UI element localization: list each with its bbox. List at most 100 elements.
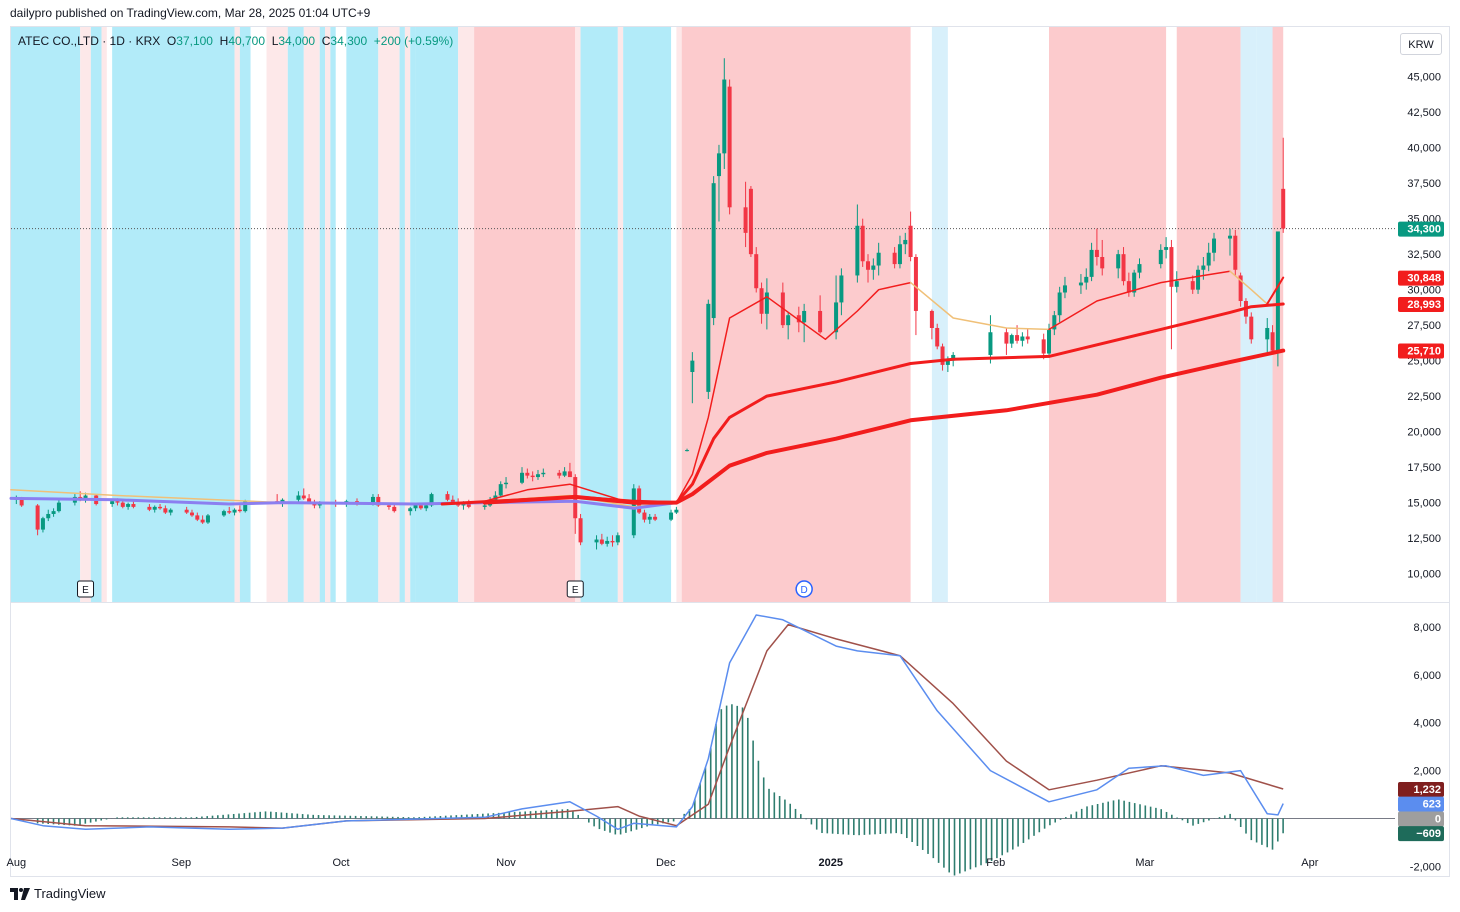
background-zone-16 (404, 27, 411, 602)
candle-body (535, 474, 540, 478)
background-zone-15 (399, 27, 405, 602)
price-tick-label: 25,000 (1407, 356, 1441, 368)
background-zone-30 (1240, 27, 1257, 602)
legend-symbol: ATEC CO.,LTD · 1D · KRX (18, 34, 161, 48)
currency-button[interactable]: KRW (1400, 33, 1442, 55)
candle-body (988, 332, 993, 355)
candle-body (168, 509, 173, 513)
candle-body (892, 252, 897, 265)
candle-body (599, 539, 604, 544)
candle-body (83, 495, 88, 500)
price-tick-label: 10,000 (1407, 569, 1441, 581)
candle-body (1116, 254, 1121, 269)
publisher-line: dailypro published on TradingView.com, M… (10, 6, 371, 20)
legend-change: +200 (+0.59%) (373, 34, 454, 48)
candle-body (929, 310, 934, 328)
candle-body (903, 239, 908, 245)
candle-body (913, 257, 918, 311)
candle-body (131, 504, 136, 507)
candle-body (205, 515, 210, 523)
macd-value-label: 623 (1423, 799, 1441, 811)
legend-high-label: H (219, 34, 229, 48)
candle-body (110, 501, 115, 505)
candle-body (541, 472, 546, 475)
candle-body (1164, 247, 1169, 250)
candle-body (1041, 339, 1046, 354)
macd-tick-label: 8,000 (1413, 622, 1441, 634)
candle-body (445, 494, 450, 500)
moving-average-line (1266, 276, 1285, 305)
candle-body (1227, 235, 1232, 239)
candle-body (35, 505, 40, 530)
candle-body (748, 188, 753, 255)
background-zone-5 (234, 27, 240, 602)
moving-average-line (909, 281, 1050, 331)
tradingview-brand[interactable]: TradingView (10, 886, 106, 901)
legend-open-value: 37,100 (176, 34, 213, 48)
candle-body (839, 275, 844, 303)
price-tick-label: 15,000 (1407, 498, 1441, 510)
candle-body (1281, 188, 1286, 229)
candle-body (669, 512, 674, 520)
candle-body (1132, 272, 1137, 293)
candle-body (855, 225, 860, 276)
time-tick-label: Apr (1301, 857, 1318, 869)
dividend-marker-icon (795, 580, 813, 598)
background-zone-3 (101, 27, 107, 602)
candle-body (1174, 281, 1179, 287)
candle-body (418, 505, 423, 509)
candle-body (424, 505, 429, 509)
price-badge-label: 28,993 (1407, 299, 1441, 311)
moving-average-line (484, 281, 912, 505)
candle-body (40, 518, 45, 530)
macd-tick-label: -2,000 (1410, 861, 1441, 873)
candle-body (834, 302, 839, 333)
candle-body (221, 511, 226, 516)
candle-body (408, 508, 413, 512)
candle-body (307, 498, 312, 503)
legend-close-value: 34,300 (330, 34, 368, 48)
candle-body (908, 225, 913, 257)
moving-average-line (482, 348, 1286, 505)
legend-low-value: 34,000 (278, 34, 316, 48)
candle-body (520, 472, 525, 483)
background-zone-29 (1176, 27, 1241, 602)
candle-body (482, 505, 487, 507)
candle-body (1062, 285, 1067, 293)
candle-body (1047, 329, 1051, 354)
background-zone-26 (681, 27, 911, 602)
candle-body (152, 506, 157, 510)
background-zone-19 (458, 27, 475, 602)
macd-tick-label: 2,000 (1413, 766, 1441, 778)
candle-body (1094, 249, 1099, 257)
candle-body (1249, 316, 1254, 340)
candle-body (557, 472, 562, 476)
candle-body (195, 515, 200, 520)
price-tick-label: 40,000 (1407, 143, 1441, 155)
price-tick-label: 30,000 (1407, 285, 1441, 297)
candle-body (945, 360, 950, 365)
macd-value-label: 1,232 (1413, 784, 1441, 796)
candle-body (690, 360, 695, 372)
candle-body (685, 450, 690, 452)
dividend-marker-label: D (801, 585, 808, 596)
candle-body (1233, 235, 1238, 270)
moving-average-line (1229, 270, 1268, 305)
background-zone-20 (474, 27, 576, 602)
candle-body (716, 153, 721, 177)
time-tick-label: Sep (172, 857, 192, 869)
candle-body (56, 502, 61, 512)
price-tick-label: 12,500 (1407, 533, 1441, 545)
candle-body (498, 484, 503, 496)
price-tick-label: 17,500 (1407, 462, 1441, 474)
time-tick-label: 2025 (819, 857, 843, 869)
candle-body (504, 482, 509, 485)
symbol-legend: ATEC CO.,LTD · 1D · KRX O37,100 H40,700 … (18, 34, 453, 48)
candle-body (243, 501, 248, 512)
candle-body (860, 225, 865, 262)
background-zone-23 (617, 27, 624, 602)
background-zone-14 (378, 27, 400, 602)
price-badge-label: 34,300 (1407, 224, 1441, 236)
background-zone-21 (575, 27, 581, 602)
